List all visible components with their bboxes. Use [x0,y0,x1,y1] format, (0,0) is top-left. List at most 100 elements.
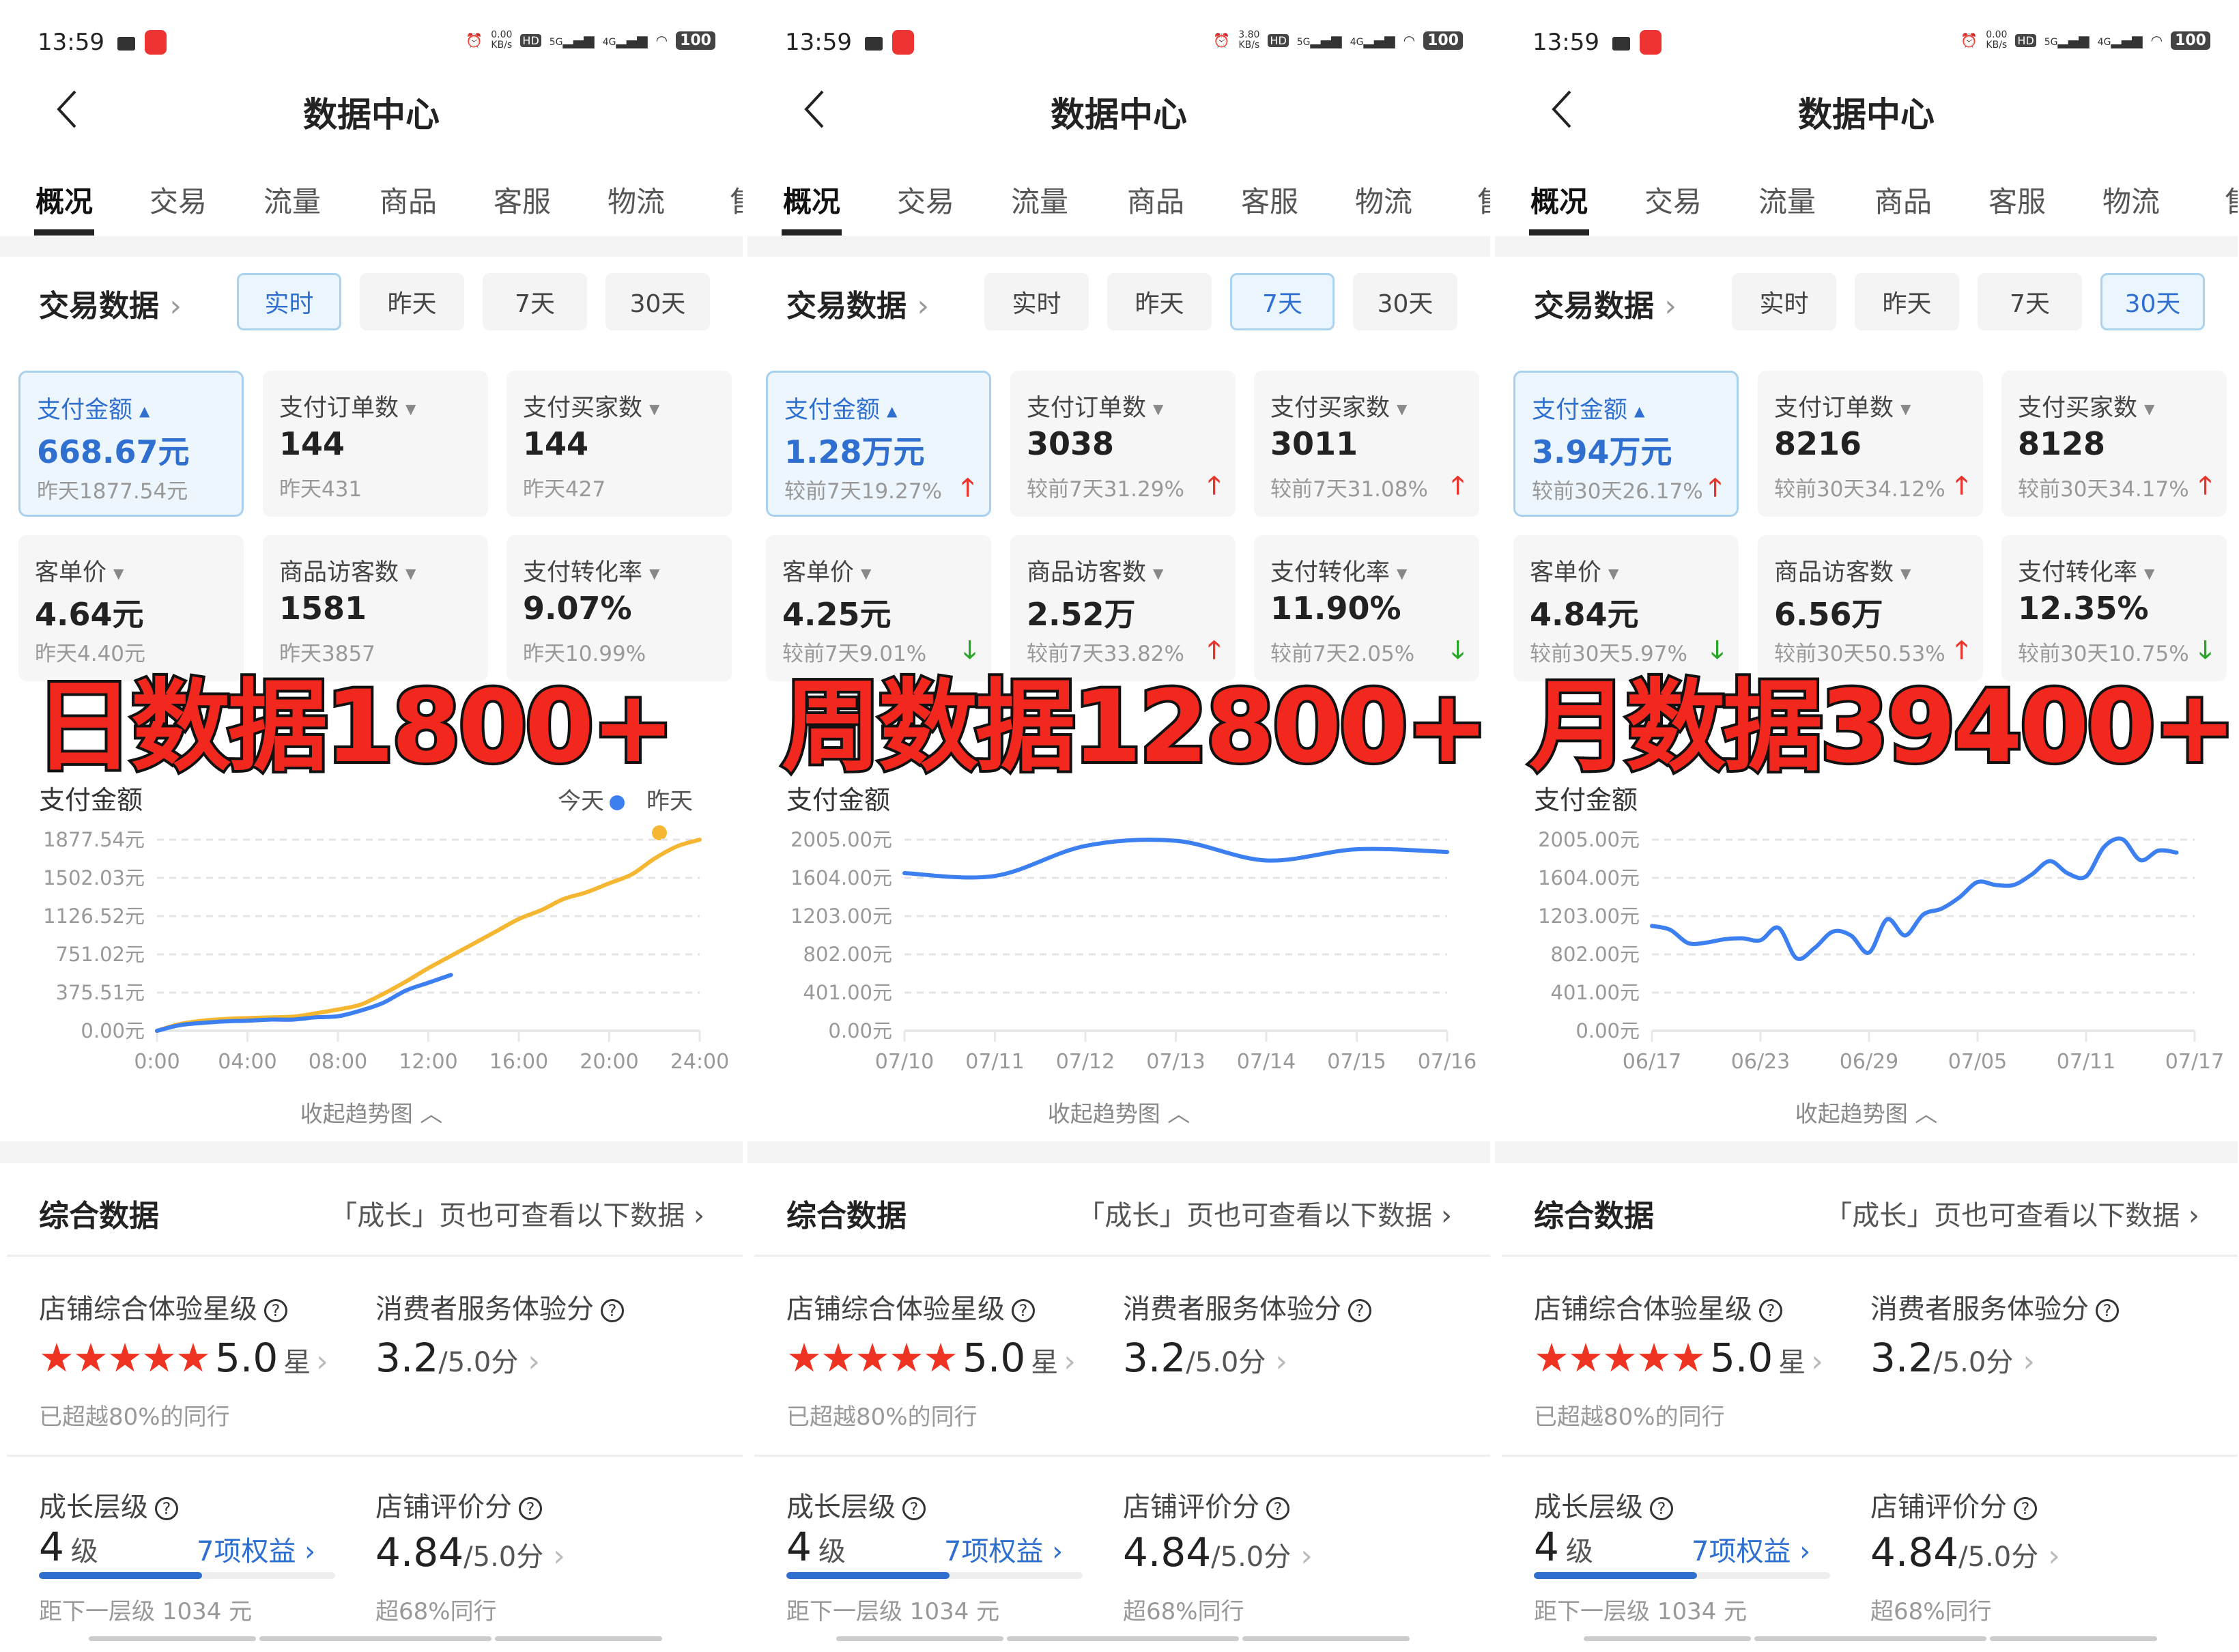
tab-overview[interactable]: 概况 [35,185,94,218]
range-7days[interactable]: 7天 [1230,273,1335,330]
tab-aftersale[interactable]: 售 [2225,179,2238,220]
metric-card[interactable]: 支付订单数 ▼ 3038 较前7天31.29% 🡑 [1010,371,1236,517]
back-icon[interactable] [801,89,828,130]
growth-page-link[interactable]: 「成长」页也可查看以下数据 › [330,1200,704,1231]
range-30days[interactable]: 30天 [605,273,710,330]
service-score[interactable]: 3.2 /5.0分 › [375,1335,540,1381]
store-star-rating[interactable]: ★★★★★ 5.0 星 › [39,1335,328,1381]
metric-card[interactable]: 支付金额 ▲ 3.94万元 较前30天26.17% 🡑 [1513,371,1739,517]
scrollbar[interactable] [1007,1636,1239,1641]
trade-data-link[interactable]: 交易数据 › [39,281,182,325]
help-icon[interactable]: ? [2096,1299,2119,1322]
tab-logistics[interactable]: 物流 [607,185,666,218]
metric-label-text: 商品访客数 [1027,559,1147,586]
help-icon[interactable]: ? [1348,1299,1371,1322]
tab-service[interactable]: 客服 [1988,185,2047,218]
growth-page-link[interactable]: 「成长」页也可查看以下数据 › [1825,1200,2199,1231]
metric-card[interactable]: 商品访客数 ▼ 1581 昨天3857 [263,535,488,681]
help-icon[interactable]: ? [1012,1299,1035,1322]
metric-card[interactable]: 支付金额 ▲ 1.28万元 较前7天19.27% 🡑 [766,371,991,517]
help-icon[interactable]: ? [1266,1497,1289,1520]
metric-card[interactable]: 商品访客数 ▼ 6.56万 较前30天50.53% 🡑 [1758,535,1983,681]
scrollbar[interactable] [836,1636,1003,1641]
help-icon[interactable]: ? [519,1497,542,1520]
trade-data-link[interactable]: 交易数据 › [1534,281,1677,325]
help-icon[interactable]: ? [1650,1497,1673,1520]
help-icon[interactable]: ? [601,1299,624,1322]
tab-logistics[interactable]: 物流 [1354,185,1413,218]
metric-card[interactable]: 支付转化率 ▼ 12.35% 较前30天10.75% 🡓 [2001,535,2227,681]
tab-traffic[interactable]: 流量 [1758,185,1816,218]
tab-trade[interactable]: 交易 [1644,185,1702,218]
tab-goods[interactable]: 商品 [379,185,438,218]
tab-traffic[interactable]: 流量 [263,185,322,218]
metric-card[interactable]: 支付订单数 ▼ 8216 较前30天34.12% 🡑 [1758,371,1983,517]
tab-service[interactable]: 客服 [493,185,552,218]
scrollbar[interactable] [1990,1636,2157,1641]
service-score[interactable]: 3.2 /5.0分 › [1870,1335,2035,1381]
benefits-link[interactable]: 7项权益 › [197,1536,316,1567]
tab-overview[interactable]: 概况 [782,185,841,218]
collapse-chart-button[interactable]: 收起趋势图 ︿ [1795,1100,1938,1127]
metric-card[interactable]: 支付买家数 ▼ 3011 较前7天31.08% 🡑 [1254,371,1479,517]
tab-trade[interactable]: 交易 [896,185,955,218]
review-score[interactable]: 4.84 /5.0分 › [1870,1529,2060,1576]
metric-card[interactable]: 客单价 ▼ 4.84元 较前30天5.97% 🡓 [1513,535,1739,681]
help-icon[interactable]: ? [1759,1299,1782,1322]
metric-card[interactable]: 支付转化率 ▼ 9.07% 昨天10.99% [507,535,732,681]
metric-card[interactable]: 支付订单数 ▼ 144 昨天431 [263,371,488,517]
benefits-link[interactable]: 7项权益 › [1692,1536,1811,1567]
tab-trade[interactable]: 交易 [149,185,208,218]
metric-card[interactable]: 客单价 ▼ 4.64元 昨天4.40元 [18,535,244,681]
store-star-rating[interactable]: ★★★★★ 5.0 星 › [786,1335,1076,1381]
metric-value: 144 [279,425,345,462]
store-star-rating[interactable]: ★★★★★ 5.0 星 › [1534,1335,1823,1381]
metric-card[interactable]: 支付转化率 ▼ 11.90% 较前7天2.05% 🡓 [1254,535,1479,681]
range-realtime[interactable]: 实时 [237,273,341,330]
range-7days[interactable]: 7天 [1978,273,2082,330]
help-icon[interactable]: ? [902,1497,926,1520]
metric-card[interactable]: 支付买家数 ▼ 8128 较前30天34.17% 🡑 [2001,371,2227,517]
service-score[interactable]: 3.2 /5.0分 › [1123,1335,1287,1381]
range-30days[interactable]: 30天 [1353,273,1457,330]
back-icon[interactable] [1548,89,1575,130]
scrollbar[interactable] [1584,1636,1751,1641]
help-icon[interactable]: ? [155,1497,178,1520]
tab-aftersale[interactable]: 售 [1477,179,1490,220]
range-30days[interactable]: 30天 [2100,273,2205,330]
metric-card[interactable]: 支付金额 ▲ 668.67元 昨天1877.54元 [18,371,244,517]
trade-data-link[interactable]: 交易数据 › [786,281,929,325]
range-7days[interactable]: 7天 [483,273,587,330]
tab-aftersale[interactable]: 售 [730,179,743,220]
back-icon[interactable] [53,89,81,130]
scrollbar[interactable] [259,1636,491,1641]
range-yesterday[interactable]: 昨天 [1855,273,1959,330]
tab-service[interactable]: 客服 [1240,185,1299,218]
tab-goods[interactable]: 商品 [1874,185,1933,218]
collapse-chart-button[interactable]: 收起趋势图 ︿ [1047,1100,1190,1127]
scrollbar[interactable] [1242,1636,1410,1641]
help-icon[interactable]: ? [2014,1497,2037,1520]
range-realtime[interactable]: 实时 [984,273,1089,330]
scrollbar[interactable] [89,1636,256,1641]
range-yesterday[interactable]: 昨天 [1107,273,1212,330]
scrollbar[interactable] [1754,1636,1986,1641]
metric-card[interactable]: 支付买家数 ▼ 144 昨天427 [507,371,732,517]
review-score[interactable]: 4.84 /5.0分 › [375,1529,565,1576]
growth-page-link[interactable]: 「成长」页也可查看以下数据 › [1077,1200,1452,1231]
collapse-chart-button[interactable]: 收起趋势图 ︿ [300,1100,443,1127]
metric-card[interactable]: 客单价 ▼ 4.25元 较前7天9.01% 🡓 [766,535,991,681]
review-score[interactable]: 4.84 /5.0分 › [1123,1529,1313,1576]
scrollbar[interactable] [495,1636,662,1641]
tab-traffic[interactable]: 流量 [1010,185,1069,218]
star-value: 5.0 [1709,1335,1773,1381]
help-icon[interactable]: ? [264,1299,287,1322]
range-realtime[interactable]: 实时 [1732,273,1836,330]
metric-card[interactable]: 商品访客数 ▼ 2.52万 较前7天33.82% 🡑 [1010,535,1236,681]
benefits-link[interactable]: 7项权益 › [944,1536,1064,1567]
tab-goods[interactable]: 商品 [1126,185,1185,218]
tab-overview[interactable]: 概况 [1530,185,1588,218]
tab-logistics[interactable]: 物流 [2102,185,2160,218]
growth-level-label: 成长层级? [1534,1485,1673,1524]
range-yesterday[interactable]: 昨天 [360,273,464,330]
